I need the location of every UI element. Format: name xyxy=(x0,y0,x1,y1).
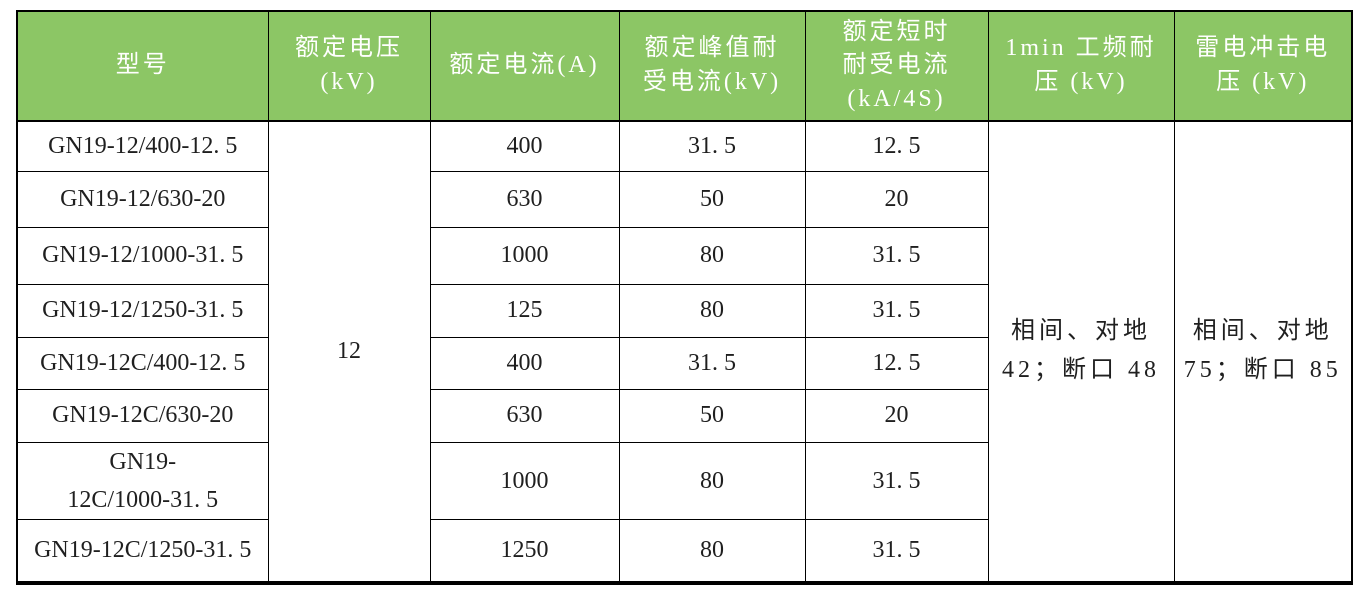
short-time-current-cell: 31. 5 xyxy=(804,283,989,338)
short-time-current-cell: 20 xyxy=(804,170,989,228)
short-time-current-cell: 12. 5 xyxy=(804,120,989,172)
table-row: GN19-12/1000-31. 5 1000 80 31. 5 xyxy=(16,226,1352,285)
peak-current-cell: 31. 5 xyxy=(618,120,806,172)
peak-current-cell: 50 xyxy=(618,170,806,228)
rated-current-cell: 1000 xyxy=(429,226,620,285)
column-header-rated-current: 额定电流(A) xyxy=(429,10,620,122)
short-time-current-cell: 12. 5 xyxy=(804,336,989,390)
table-row: GN19-12C/400-12. 5 400 31. 5 12. 5 xyxy=(16,336,1352,390)
column-header-short-time-withstand-current: 额定短时 耐受电流 (kA/4S) xyxy=(804,10,989,122)
model-cell: GN19-12C/1250-31. 5 xyxy=(16,519,269,584)
spec-table: 型号 额定电压 (kV) 额定电流(A) 额定峰值耐 受电流(kV) 额定短时 … xyxy=(16,10,1353,585)
model-cell: GN19-12/630-20 xyxy=(16,170,269,228)
table-row: GN19- 12C/1000-31. 5 1000 80 31. 5 xyxy=(16,441,1352,521)
peak-current-cell: 50 xyxy=(618,388,806,443)
model-cell: GN19-12/1250-31. 5 xyxy=(16,283,269,338)
rated-current-cell: 1250 xyxy=(429,519,620,584)
rated-current-cell: 630 xyxy=(429,170,620,228)
model-cell: GN19-12/400-12. 5 xyxy=(16,120,269,172)
lightning-impulse-cell: 相间、对地 75；断口 85 xyxy=(1173,120,1353,584)
header-row: 型号 额定电压 (kV) 额定电流(A) 额定峰值耐 受电流(kV) 额定短时 … xyxy=(16,10,1353,122)
table-row: GN19-12/400-12. 5 12 400 31. 5 12. 5 相间、… xyxy=(16,120,1353,584)
table-row: GN19-12/1250-31. 5 125 80 31. 5 xyxy=(16,283,1352,338)
model-cell: GN19-12C/630-20 xyxy=(16,388,269,443)
table-row: GN19-12C/630-20 630 50 20 xyxy=(16,388,1352,443)
column-header-model: 型号 xyxy=(16,10,269,122)
model-cell: GN19- 12C/1000-31. 5 xyxy=(16,441,269,521)
model-cell: GN19-12C/400-12. 5 xyxy=(16,336,269,390)
rated-current-cell: 125 xyxy=(429,283,620,338)
short-time-current-cell: 31. 5 xyxy=(804,226,989,285)
short-time-current-cell: 20 xyxy=(804,388,989,443)
peak-current-cell: 80 xyxy=(618,519,806,584)
short-time-current-cell: 31. 5 xyxy=(804,519,989,584)
peak-current-cell: 80 xyxy=(618,283,806,338)
column-header-rated-voltage: 额定电压 (kV) xyxy=(267,10,431,122)
peak-current-cell: 80 xyxy=(618,441,806,521)
peak-current-cell: 80 xyxy=(618,226,806,285)
table-row: GN19-12C/1250-31. 5 1250 80 31. 5 xyxy=(16,519,1352,584)
rated-current-cell: 1000 xyxy=(429,441,620,521)
short-time-current-cell: 31. 5 xyxy=(804,441,989,521)
rated-current-cell: 630 xyxy=(429,388,620,443)
rated-current-cell: 400 xyxy=(429,120,620,172)
model-cell: GN19-12/1000-31. 5 xyxy=(16,226,269,285)
power-frequency-withstand-cell: 相间、对地 42；断口 48 xyxy=(987,120,1175,584)
column-header-power-frequency-withstand: 1min 工频耐 压 (kV) xyxy=(987,10,1175,122)
column-header-peak-withstand-current: 额定峰值耐 受电流(kV) xyxy=(618,10,806,122)
rated-voltage-cell: 12 xyxy=(267,120,431,584)
column-header-lightning-impulse: 雷电冲击电 压 (kV) xyxy=(1173,10,1353,122)
peak-current-cell: 31. 5 xyxy=(618,336,806,390)
rated-current-cell: 400 xyxy=(429,336,620,390)
